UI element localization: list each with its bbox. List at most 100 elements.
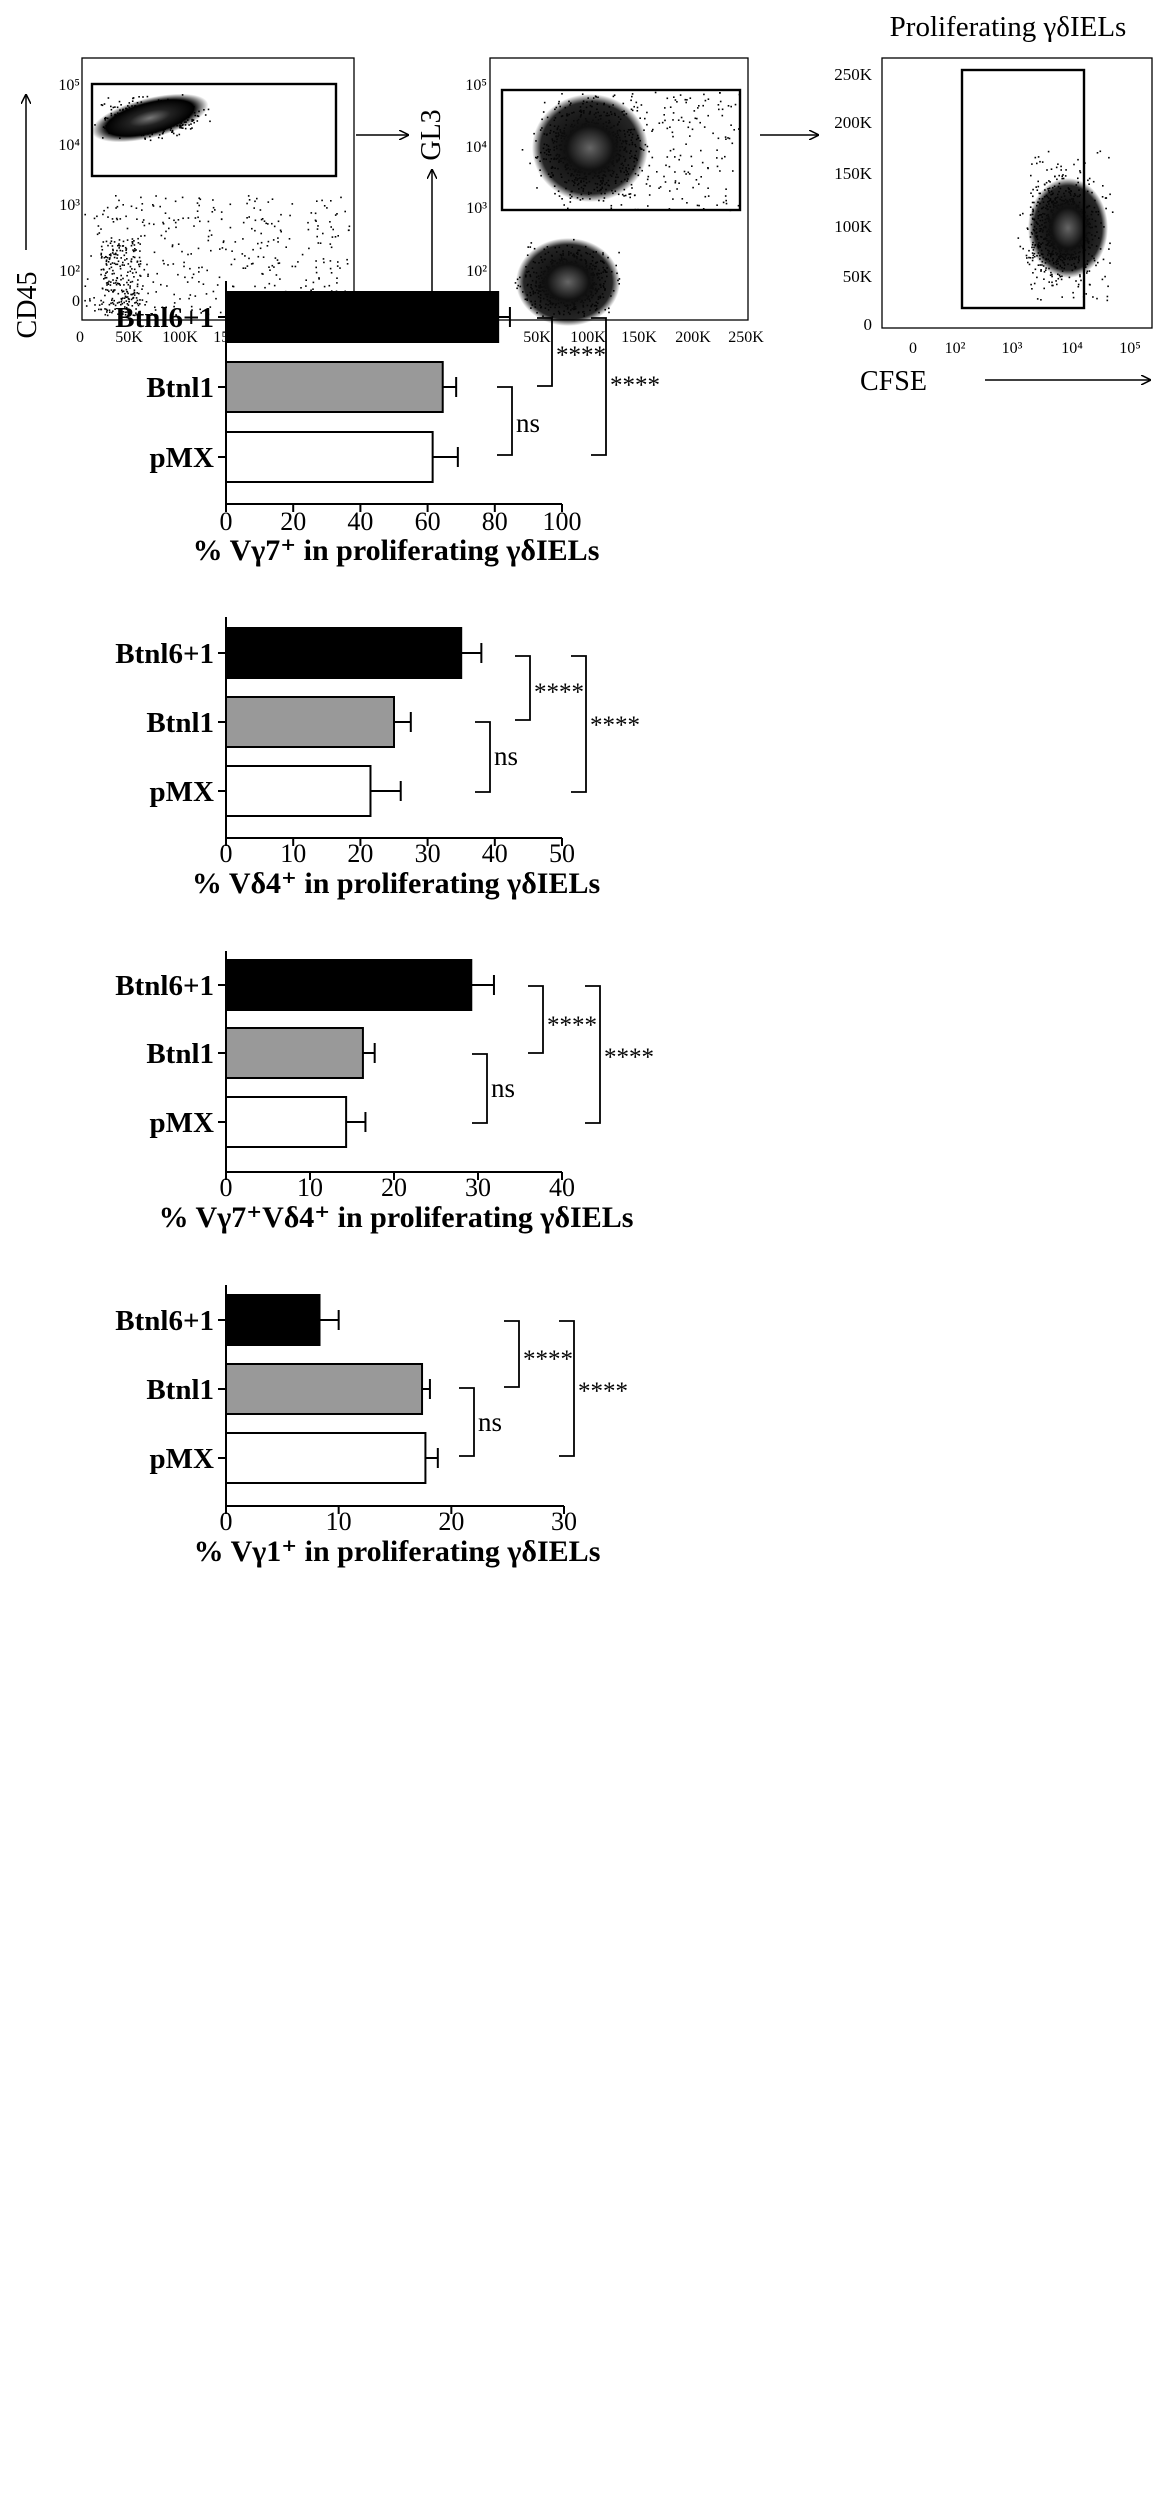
event-dot — [183, 265, 185, 268]
event-dot — [109, 284, 112, 286]
event-dot — [152, 205, 155, 207]
y-tick-label: 50K — [843, 267, 873, 286]
event-dot — [645, 183, 648, 185]
event-dot — [666, 156, 669, 158]
event-dot — [268, 266, 270, 268]
event-dot — [141, 203, 144, 205]
event-dot — [1075, 280, 1077, 282]
event-dot — [181, 250, 183, 253]
event-dot — [248, 216, 250, 218]
event-dot — [651, 156, 654, 159]
event-dot — [135, 271, 137, 274]
event-dot — [131, 293, 133, 296]
event-dot — [118, 243, 120, 245]
event-dot — [691, 128, 694, 131]
event-dot — [1037, 156, 1040, 158]
flow-title: Proliferating γδIELs — [890, 11, 1127, 43]
event-dot — [631, 93, 634, 95]
event-dot — [154, 306, 156, 309]
event-dot — [138, 263, 140, 266]
event-dot — [233, 258, 236, 261]
event-dot — [250, 263, 253, 265]
significance-label: **** — [556, 342, 606, 369]
event-dot — [1036, 162, 1038, 165]
event-dot — [98, 304, 101, 306]
event-dot — [138, 256, 141, 259]
significance-bracket — [559, 1320, 575, 1457]
event-dot — [307, 221, 309, 224]
event-dot — [113, 256, 116, 259]
event-dot — [1051, 275, 1053, 278]
event-dot — [319, 242, 322, 244]
event-dot — [216, 284, 219, 286]
event-dot — [141, 221, 144, 223]
event-dot — [315, 266, 317, 269]
event-dot — [106, 289, 109, 291]
event-dot — [664, 119, 666, 122]
event-dot — [676, 101, 678, 103]
event-dot — [220, 211, 223, 213]
event-dot — [230, 263, 233, 266]
significance-bracket — [459, 1387, 475, 1457]
event-dot — [704, 99, 707, 102]
event-dot — [118, 247, 120, 249]
event-dot — [186, 281, 189, 283]
event-dot — [132, 249, 134, 251]
event-dot — [102, 213, 104, 216]
event-dot — [695, 179, 698, 181]
event-dot — [1092, 180, 1095, 183]
event-dot — [707, 187, 709, 189]
event-dot — [206, 269, 208, 272]
event-dot — [100, 257, 103, 259]
event-dot — [692, 186, 694, 189]
event-dot — [719, 92, 721, 94]
event-dot — [689, 97, 692, 99]
event-dot — [1109, 242, 1111, 245]
event-dot — [271, 264, 274, 267]
event-dot — [701, 161, 704, 164]
event-dot — [104, 294, 106, 297]
event-dot — [164, 212, 167, 214]
event-dot — [337, 235, 339, 237]
event-dot — [260, 241, 263, 244]
event-dot — [122, 240, 125, 243]
event-dot — [127, 271, 129, 273]
event-dot — [100, 228, 102, 230]
flow-panel-cfse: Proliferating γδIELs 250K 200K 150K 100K… — [834, 11, 1153, 397]
event-dot — [125, 252, 128, 254]
event-dot — [108, 280, 110, 283]
event-dot — [725, 199, 727, 202]
event-dot — [184, 276, 186, 279]
event-dot — [1039, 264, 1041, 266]
event-dot — [110, 108, 113, 111]
event-dot — [681, 198, 684, 200]
event-dot — [93, 297, 95, 299]
event-dot — [172, 263, 175, 265]
event-dot — [145, 301, 148, 303]
event-dot — [100, 254, 102, 256]
event-dot — [102, 301, 105, 304]
y-tick-label: 0 — [864, 315, 873, 334]
event-dot — [651, 130, 653, 132]
event-dot — [118, 199, 120, 202]
event-dot — [1043, 278, 1045, 280]
event-dot — [120, 301, 123, 303]
event-dot — [260, 218, 263, 221]
event-dot — [168, 217, 171, 219]
event-dot — [1032, 195, 1034, 198]
event-dot — [135, 301, 138, 304]
event-dot — [280, 230, 282, 233]
event-dot — [1087, 179, 1089, 182]
event-dot — [602, 200, 605, 202]
event-dot — [109, 311, 111, 313]
event-dot — [558, 100, 560, 103]
event-dot — [139, 260, 142, 262]
event-dot — [285, 246, 287, 248]
event-dot — [147, 292, 149, 295]
event-dot — [189, 294, 192, 296]
event-dot — [118, 100, 121, 103]
event-dot — [219, 311, 222, 314]
event-dot — [96, 215, 98, 218]
event-dot — [212, 290, 215, 293]
event-dot — [242, 221, 245, 224]
